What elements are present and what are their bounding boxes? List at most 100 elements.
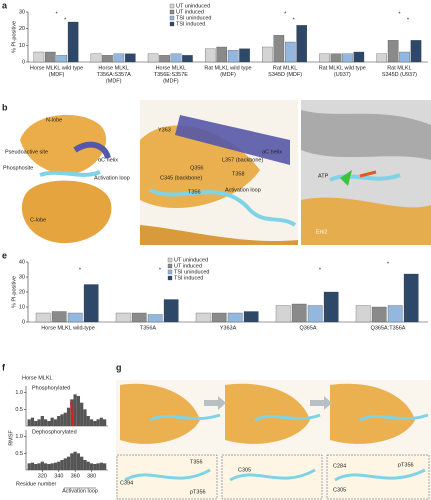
bar: [73, 394, 77, 426]
x-tick-label: Horse MLKL: [98, 65, 129, 71]
significance: *: [319, 267, 322, 273]
bar: [53, 462, 58, 470]
bar: [239, 48, 250, 63]
x-tick-label: 380: [87, 473, 96, 479]
bar: [83, 460, 87, 470]
y-tick-label: 0.5: [15, 407, 23, 413]
f-title: Horse MLKL: [22, 375, 53, 381]
panel-letter: f: [2, 362, 6, 372]
bar: [115, 312, 131, 323]
y-tick-label: 30: [19, 9, 25, 15]
bar: [86, 416, 90, 426]
bar: [296, 25, 308, 63]
bar: [63, 458, 67, 470]
bar: [96, 463, 100, 470]
bar: [399, 51, 410, 63]
bar: [67, 312, 83, 323]
bar: [131, 312, 147, 323]
significance: *: [79, 267, 82, 273]
bar: [40, 416, 44, 426]
significance: *: [56, 11, 59, 17]
bar: [30, 462, 35, 470]
significance: *: [387, 261, 390, 267]
bar: [27, 419, 31, 426]
bar: [275, 305, 291, 323]
bar: [37, 419, 41, 426]
bar: [355, 305, 371, 323]
legend-swatch: [167, 263, 173, 269]
legend-label: TSI induced: [176, 21, 205, 27]
bar: [83, 284, 99, 323]
label: C-lobe: [30, 217, 46, 223]
legend-label: UT uninduced: [176, 3, 210, 9]
bar: [182, 55, 193, 63]
x-axis-label: Residue number: [16, 481, 57, 487]
bar: [323, 291, 339, 323]
x-tick-label: S345D (MDF): [268, 72, 302, 78]
legend-swatch: [169, 15, 175, 21]
y-tick-label: 10: [19, 304, 25, 310]
bar: [33, 51, 45, 63]
bar: [34, 421, 38, 426]
x-tick-label: Rat MLKL: [387, 65, 411, 71]
panel-letter: e: [2, 250, 7, 260]
legend-label: TSI induced: [174, 275, 203, 281]
x-tick-label: Y363A: [220, 325, 237, 331]
bar: [57, 461, 61, 470]
bar: [56, 55, 68, 63]
y-tick-label: 1.0: [15, 390, 23, 396]
y-tick-label: 0: [22, 59, 25, 65]
x-tick-label: (MDF): [49, 72, 65, 78]
panel-letter: b: [2, 102, 8, 112]
x-tick-label: S345D (U937): [382, 72, 417, 78]
bar: [60, 460, 64, 470]
x-tick-label: (MDF): [220, 72, 236, 78]
label: C284: [333, 463, 346, 469]
x-tick-label: 320: [38, 473, 47, 479]
x-tick-label: (U937): [334, 72, 351, 78]
label: Y363: [158, 127, 171, 133]
legend-label: UT uninduced: [174, 257, 208, 263]
bar: [99, 462, 103, 470]
bar: [51, 311, 67, 323]
x-tick-label: Rat MLKL: [273, 65, 297, 71]
panel-subtitle: Phosphorylated: [32, 385, 70, 391]
x-tick-label: Q365A:T356A: [371, 325, 406, 331]
x-tick-label: Rat MLKL wild type: [319, 65, 366, 71]
legend-swatch: [169, 21, 175, 27]
y-tick-label: 0.5: [15, 451, 23, 457]
bar: [170, 53, 182, 63]
y-axis-label: % PI-positive: [11, 276, 17, 308]
x-tick-label: T356E:S357E: [154, 72, 189, 78]
bar: [90, 53, 102, 63]
x-tick-label: Rat MLKL wild type: [204, 65, 251, 71]
bar: [102, 55, 113, 63]
label: C394: [120, 480, 133, 486]
bar: [50, 463, 54, 470]
bar: [50, 417, 54, 426]
x-tick-label: 360: [71, 473, 80, 479]
y-axis-label: % PI-positive: [11, 21, 17, 53]
bar: [57, 416, 61, 426]
label: C305: [238, 467, 251, 473]
x-tick-label: Q365A: [299, 325, 316, 331]
x-tick-label: Horse MLKL: [156, 65, 187, 71]
bar: [43, 419, 48, 426]
bar: [34, 464, 38, 470]
x-tick-label: 340: [54, 473, 63, 479]
y-tick-label: 20: [19, 26, 25, 32]
bar: [147, 53, 159, 63]
label: αC helix: [98, 157, 118, 163]
bar: [353, 51, 365, 63]
x-tick-label: Horse MLKL wild type: [30, 65, 83, 71]
bar: [103, 419, 107, 426]
bar: [159, 55, 170, 63]
bar: [147, 314, 163, 323]
label: Q356: [190, 165, 203, 171]
significance: *: [407, 17, 410, 23]
panel-letter: a: [2, 0, 8, 10]
bar: [43, 463, 48, 470]
bar: [76, 396, 81, 426]
bar: [376, 53, 388, 63]
